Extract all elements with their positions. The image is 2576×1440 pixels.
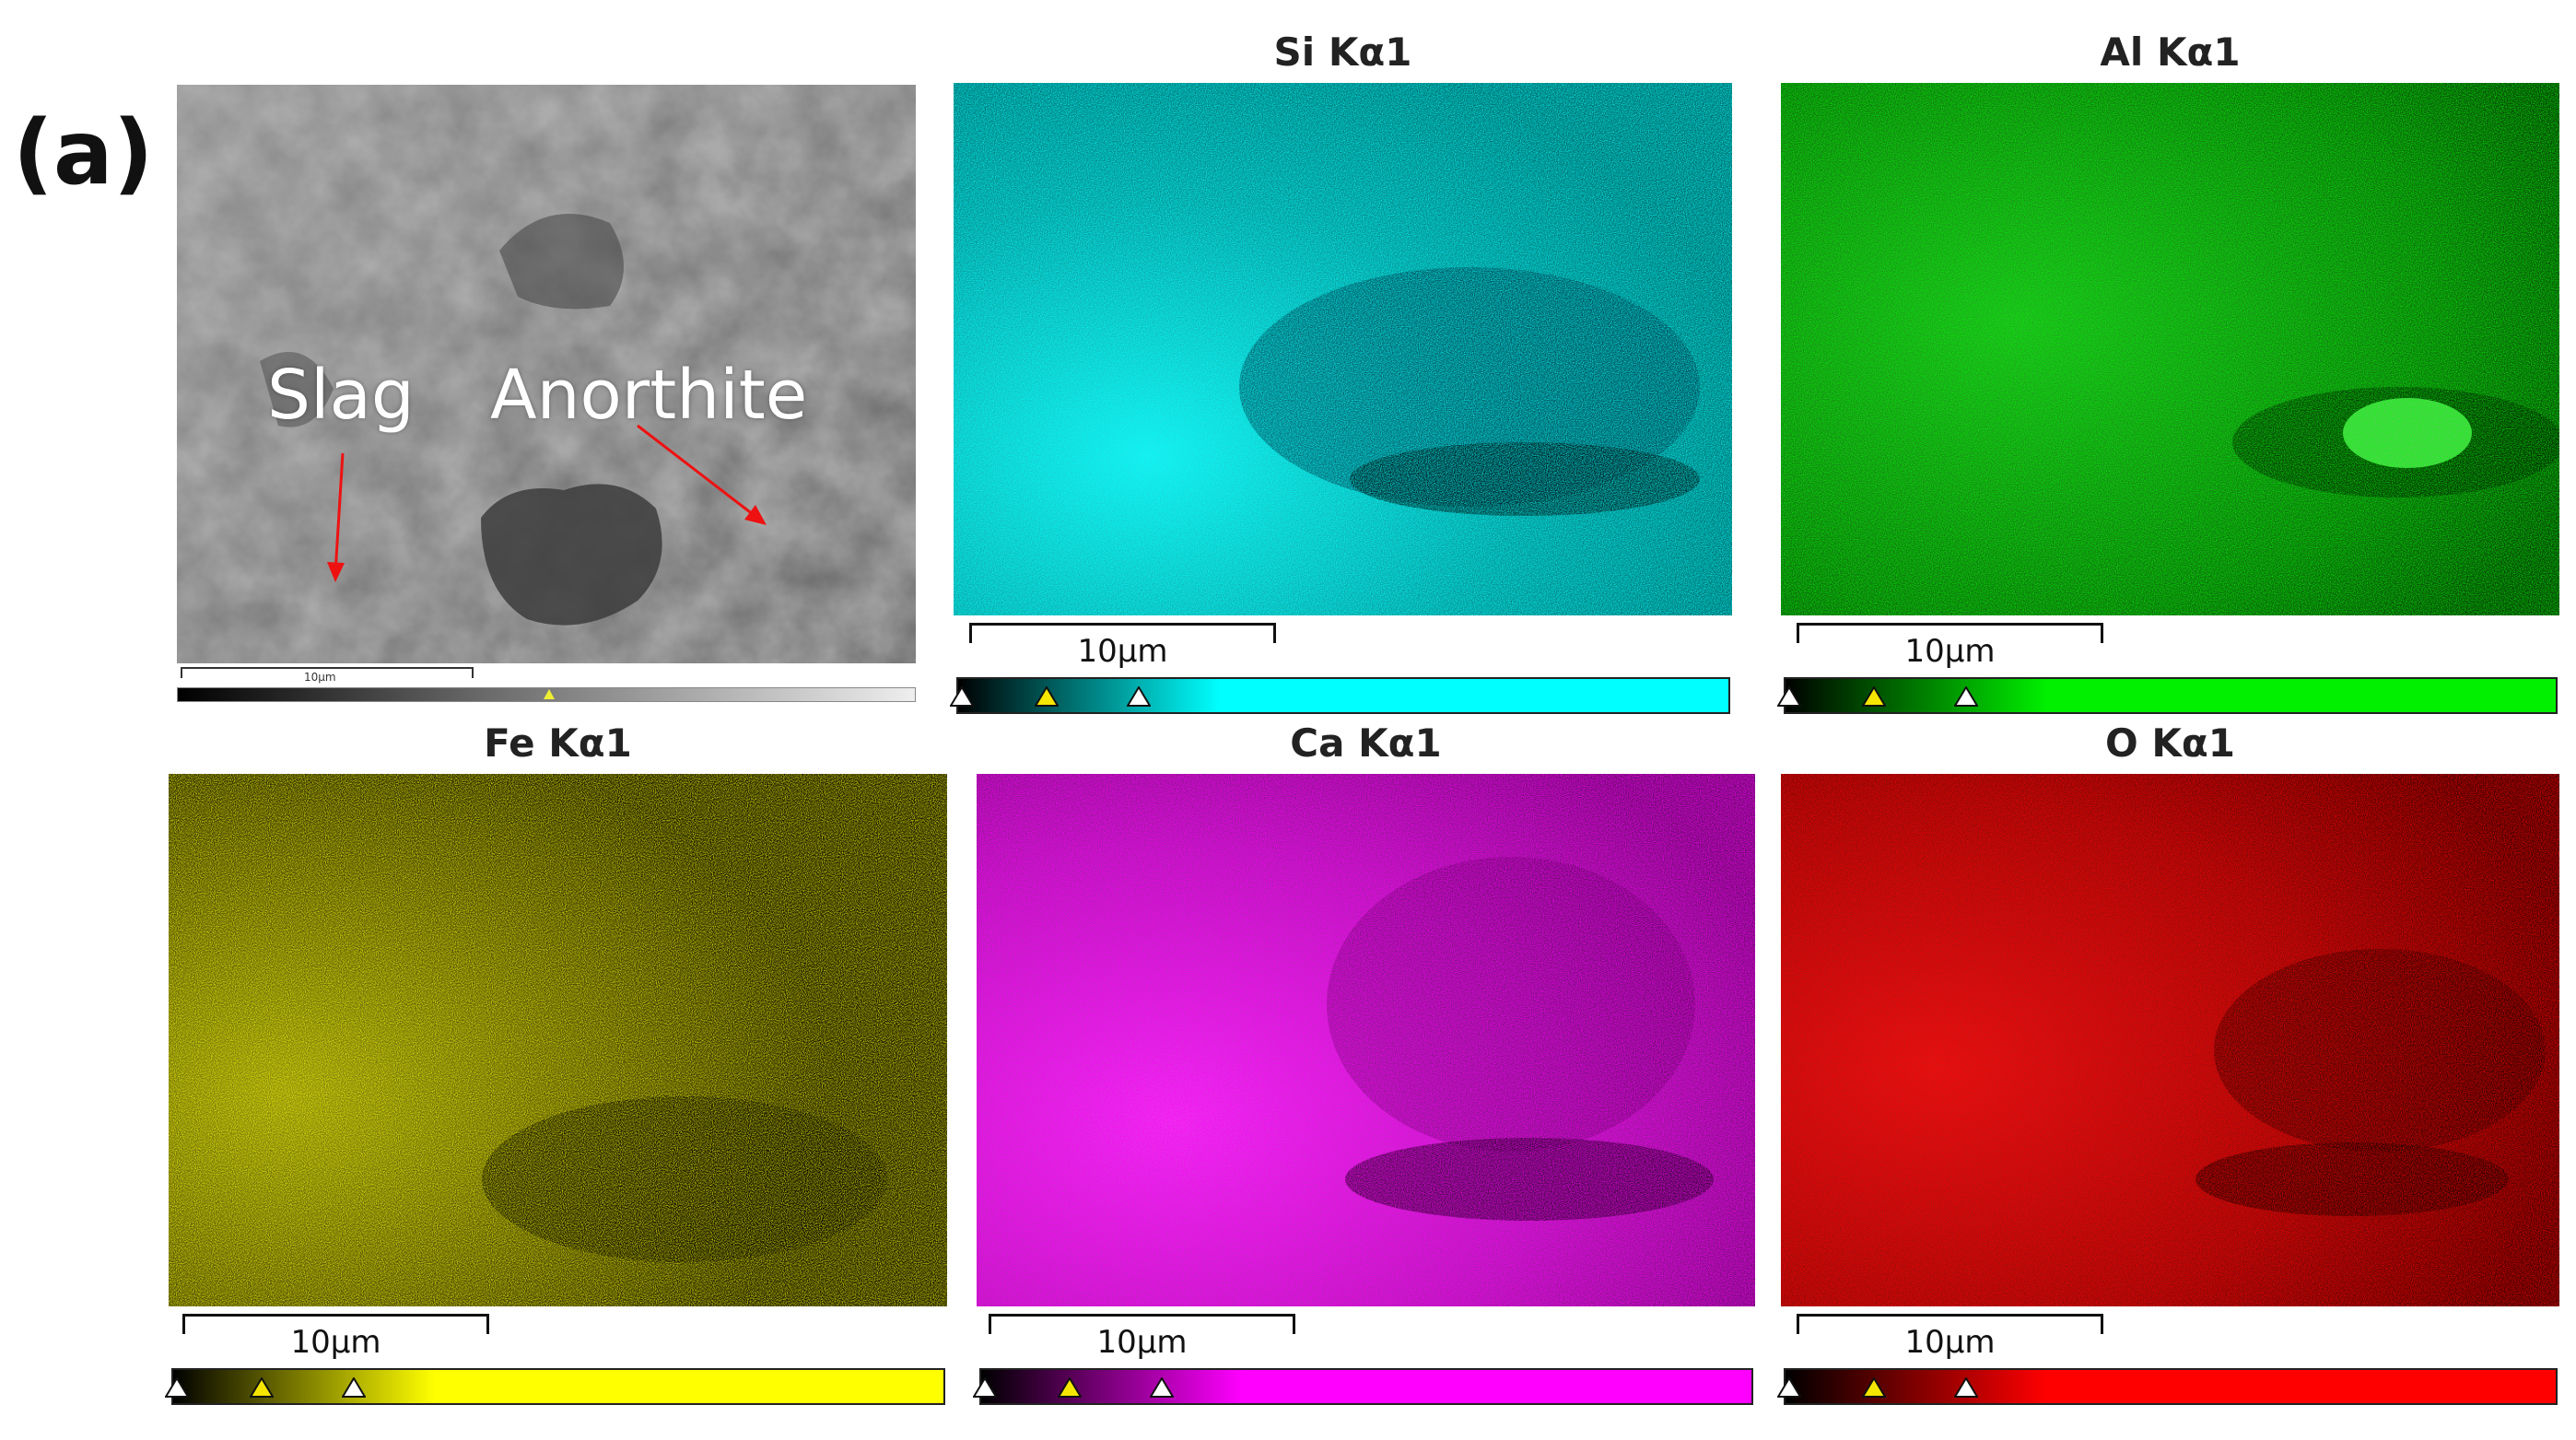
colorbar-ca [973,1368,1753,1405]
map-title-o: O Kα1 [2105,720,2235,766]
sem-scalebar-label: 10µm [304,671,336,684]
map-title-si: Si Kα1 [1273,29,1412,75]
sem-scalebar [181,667,474,678]
scalebar-al [1797,623,2103,643]
sem-texture [177,85,916,663]
ca-map-texture [977,774,1755,1306]
map-title-fe: Fe Kα1 [484,720,632,766]
colorbar-gamma-marker [1862,1377,1887,1398]
annotation-slag: Slag [267,356,415,435]
scalebar-label-ca: 10µm [1096,1324,1188,1361]
element-map-si [954,83,1732,615]
element-map-o [1781,774,2559,1306]
annotation-anorthite: Anorthite [490,356,808,435]
scalebar-fe [182,1314,489,1334]
sem-image: Slag Anorthite [177,85,916,663]
annotation-arrows [327,424,767,582]
colorbar-o [1777,1368,2558,1405]
element-map-fe [169,774,947,1306]
colorbar-gamma-marker [250,1377,275,1398]
colorbar-min-marker [1777,1377,1802,1398]
anorthite-arrow [637,424,758,520]
si-map-texture [954,83,1732,615]
o-map-texture [1781,774,2559,1306]
scalebar-ca [989,1314,1295,1334]
colorbar-si [950,677,1730,714]
scalebar-si [969,623,1276,643]
colorbar-fe [165,1368,945,1405]
slag-arrow [334,452,345,574]
colorbar-gamma-marker [1035,686,1060,707]
scalebar-label-al: 10µm [1904,633,1996,670]
colorbar-min-marker [950,686,975,707]
colorbar-gamma-marker [1862,686,1887,707]
element-map-al [1781,83,2559,615]
colorbar-max-marker [1954,1377,1979,1398]
colorbar-max-marker [1127,686,1152,707]
map-title-ca: Ca Kα1 [1290,720,1442,766]
scalebar-o [1797,1314,2103,1334]
element-map-ca [977,774,1755,1306]
colorbar-gamma-marker [1058,1377,1083,1398]
colorbar-min-marker [973,1377,998,1398]
fe-map-texture [169,774,947,1306]
colorbar-max-marker [1150,1377,1175,1398]
colorbar-al [1777,677,2558,714]
colorbar-max-marker [1954,686,1979,707]
sem-grayscale-marker [544,689,555,699]
map-title-al: Al Kα1 [2100,29,2241,75]
anorthite-arrowhead [744,505,767,525]
colorbar-min-marker [1777,686,1802,707]
al-map-texture [1781,83,2559,615]
scalebar-label-fe: 10µm [290,1324,381,1361]
colorbar-max-marker [342,1377,367,1398]
scalebar-label-o: 10µm [1904,1324,1996,1361]
scalebar-label-si: 10µm [1077,633,1168,670]
colorbar-min-marker [165,1377,190,1398]
slag-arrowhead [327,562,345,582]
panel-label: (a) [13,101,154,205]
